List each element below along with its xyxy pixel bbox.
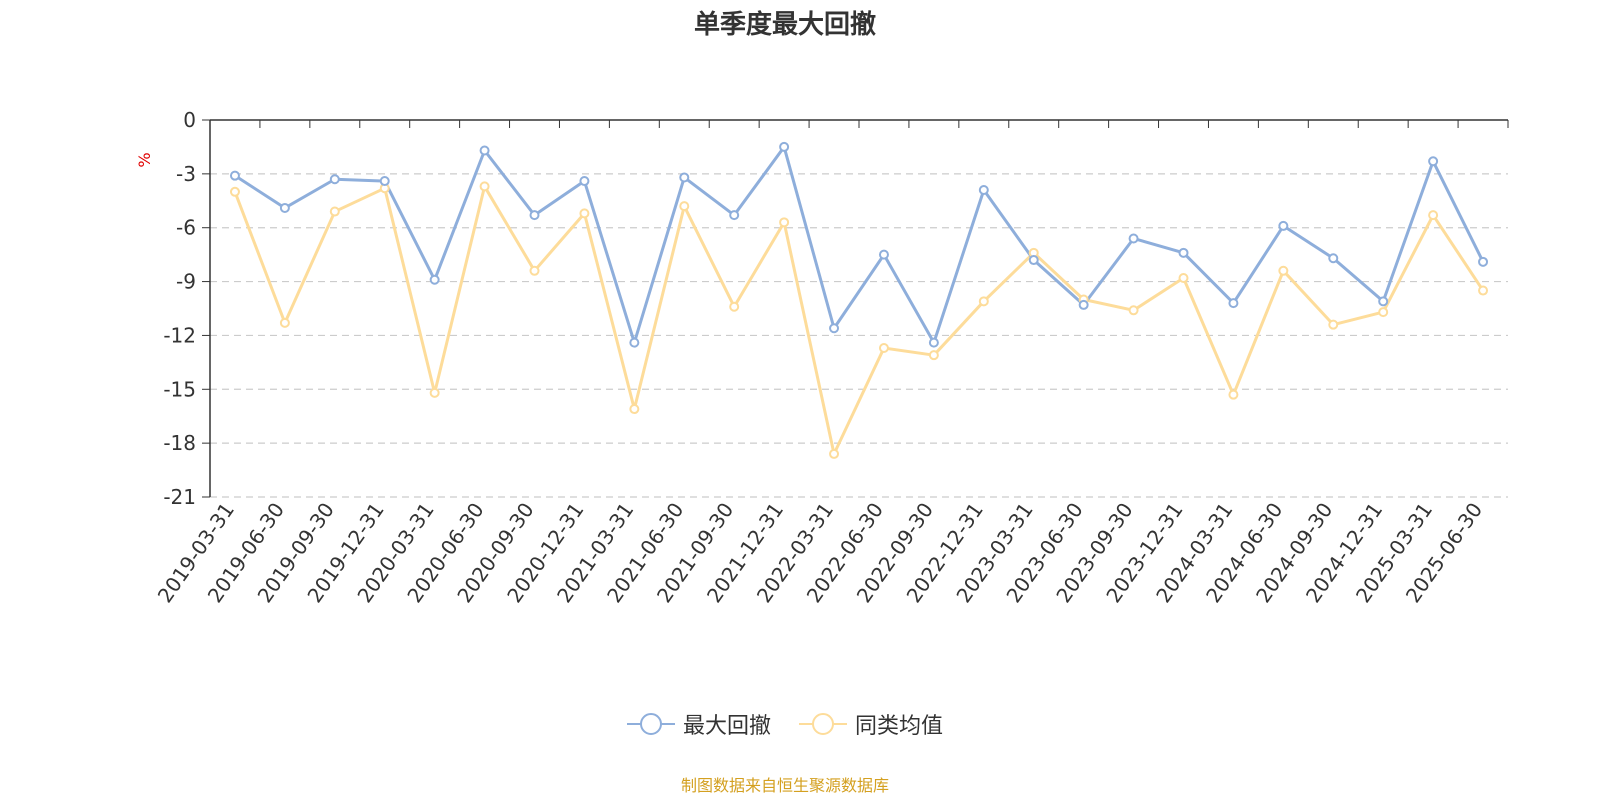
data-point bbox=[579, 208, 590, 219]
y-tick-label: 0 bbox=[183, 108, 196, 132]
data-point bbox=[1128, 233, 1139, 244]
data-point bbox=[629, 337, 640, 348]
data-point bbox=[928, 337, 939, 348]
y-tick-label: -15 bbox=[163, 377, 196, 401]
legend-item-series-2[interactable]: 同类均值 bbox=[799, 708, 943, 740]
data-point bbox=[1478, 256, 1489, 267]
data-point bbox=[329, 206, 340, 217]
data-point bbox=[229, 186, 240, 197]
data-point bbox=[829, 448, 840, 459]
data-point bbox=[479, 145, 490, 156]
data-point bbox=[279, 202, 290, 213]
series-line bbox=[234, 145, 1485, 345]
legend: 最大回撤 同类均值 bbox=[0, 708, 1570, 740]
data-point bbox=[1028, 255, 1039, 266]
data-point bbox=[1328, 253, 1339, 264]
data-point bbox=[229, 170, 240, 181]
data-point bbox=[878, 249, 889, 260]
series-line bbox=[233, 184, 1485, 456]
y-tick-label: -12 bbox=[163, 323, 196, 347]
y-tick-label: -21 bbox=[163, 485, 196, 509]
data-point bbox=[1178, 247, 1189, 258]
data-point bbox=[1128, 305, 1139, 316]
data-point bbox=[429, 274, 440, 285]
data-point bbox=[1228, 298, 1239, 309]
data-point bbox=[1278, 220, 1289, 231]
legend-item-series-1[interactable]: 最大回撤 bbox=[626, 708, 771, 740]
source-note: 制图数据来自恒生聚源数据库 bbox=[680, 776, 889, 795]
data-point bbox=[729, 301, 740, 312]
data-point bbox=[978, 185, 989, 196]
data-point bbox=[1428, 156, 1439, 167]
data-point bbox=[1228, 389, 1239, 400]
chart-title: 单季度最大回撤 bbox=[693, 10, 876, 40]
data-point bbox=[329, 174, 340, 185]
y-tick-label: -9 bbox=[176, 270, 196, 294]
data-point bbox=[928, 350, 939, 361]
data-point bbox=[579, 176, 590, 187]
data-point bbox=[1378, 296, 1389, 307]
data-point bbox=[529, 210, 540, 221]
data-point bbox=[1478, 285, 1489, 296]
data-point bbox=[679, 201, 690, 212]
data-point bbox=[679, 172, 690, 183]
data-point bbox=[829, 323, 840, 334]
data-point bbox=[1378, 307, 1389, 318]
data-point bbox=[479, 181, 490, 192]
data-point bbox=[878, 342, 889, 353]
legend-marker-icon bbox=[626, 713, 675, 735]
data-point bbox=[779, 217, 790, 228]
data-point bbox=[729, 210, 740, 221]
data-point bbox=[1278, 265, 1289, 276]
data-point bbox=[1428, 210, 1439, 221]
data-point bbox=[529, 265, 540, 276]
data-point bbox=[429, 387, 440, 398]
data-point bbox=[978, 296, 989, 307]
data-point bbox=[779, 141, 790, 152]
y-tick-label: -3 bbox=[176, 162, 196, 186]
data-point bbox=[279, 317, 290, 328]
y-axis-label: % bbox=[135, 152, 154, 167]
legend-label: 最大回撤 bbox=[682, 714, 771, 739]
data-point bbox=[1178, 272, 1189, 283]
line-chart: 0-3-6-9-12-15-18-21%2019-03-312019-06-30… bbox=[135, 108, 1509, 607]
y-tick-label: -6 bbox=[176, 216, 196, 240]
data-point bbox=[379, 176, 390, 187]
data-point bbox=[1078, 299, 1089, 310]
legend-label: 同类均值 bbox=[855, 714, 944, 739]
legend-marker-icon bbox=[799, 713, 847, 735]
data-point bbox=[629, 404, 640, 415]
y-tick-label: -18 bbox=[163, 431, 196, 455]
data-point bbox=[1328, 319, 1339, 330]
